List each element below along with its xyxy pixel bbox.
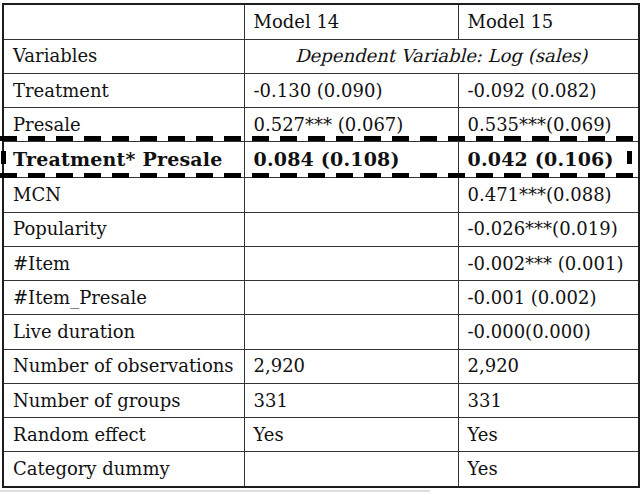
table-row-category-dummy: Category dummy Yes [3, 452, 639, 487]
model15-value: 331 [458, 383, 639, 417]
model15-value: 2,920 [458, 349, 639, 383]
model15-value: 0.471***(0.088) [458, 178, 639, 212]
header-model15: Model 15 [458, 4, 639, 39]
model14-value [244, 246, 458, 280]
model15-value: Yes [458, 452, 639, 487]
model14-value: Yes [244, 418, 458, 452]
row-label: Live duration [3, 315, 244, 349]
table-row-num-groups: Number of groups 331 331 [3, 383, 639, 417]
model14-value [244, 178, 458, 212]
model15-value: -0.001 (0.002) [458, 281, 639, 315]
model14-value [244, 315, 458, 349]
model15-value: -0.092 (0.082) [458, 73, 639, 107]
table-row-random-effect: Random effect Yes Yes [3, 418, 639, 452]
table-row-mcn: MCN 0.471***(0.088) [3, 178, 639, 212]
table-row-popularity: Popularity -0.026***(0.019) [3, 212, 639, 246]
table-row-live-duration: Live duration -0.000(0.000) [3, 315, 639, 349]
model14-value [244, 281, 458, 315]
model14-value: 2,920 [244, 349, 458, 383]
row-label: Treatment* Presale [3, 142, 244, 178]
variables-label: Variables [3, 39, 244, 73]
table-row-item-presale: #Item_Presale -0.001 (0.002) [3, 281, 639, 315]
table-row-treatment: Treatment -0.130 (0.090) -0.092 (0.082) [3, 73, 639, 107]
model15-value: -0.002*** (0.001) [458, 246, 639, 280]
row-label: #Item_Presale [3, 281, 244, 315]
table-row-item: #Item -0.002*** (0.001) [3, 246, 639, 280]
row-label: Presale [3, 108, 244, 142]
row-label: #Item [3, 246, 244, 280]
model14-value: -0.130 (0.090) [244, 73, 458, 107]
row-label: Random effect [3, 418, 244, 452]
model15-value: -0.000(0.000) [458, 315, 639, 349]
header-empty-cell [3, 4, 244, 39]
dependent-variable-row: Variables Dependent Variable: Log (sales… [3, 39, 639, 73]
model14-value [244, 452, 458, 487]
model14-value: 0.084 (0.108) [244, 142, 458, 178]
row-label: Category dummy [3, 452, 244, 487]
model15-value: Yes [458, 418, 639, 452]
dependent-variable-value: Dependent Variable: Log (sales) [244, 39, 639, 73]
header-model14: Model 14 [244, 4, 458, 39]
scan-shadow [0, 490, 430, 492]
model14-value [244, 212, 458, 246]
row-label: Treatment [3, 73, 244, 107]
model15-value: -0.026***(0.019) [458, 212, 639, 246]
row-label: Number of observations [3, 349, 244, 383]
model15-value: 0.535***(0.069) [458, 108, 639, 142]
row-label: MCN [3, 178, 244, 212]
regression-table-page: Model 14 Model 15 Variables Dependent Va… [0, 0, 640, 495]
regression-results-table: Model 14 Model 15 Variables Dependent Va… [2, 3, 640, 488]
model14-value: 331 [244, 383, 458, 417]
model15-value: 0.042 (0.106) [458, 142, 639, 178]
row-label: Popularity [3, 212, 244, 246]
table-row-num-observations: Number of observations 2,920 2,920 [3, 349, 639, 383]
table-row-treatment-presale-highlighted: Treatment* Presale 0.084 (0.108) 0.042 (… [3, 142, 639, 178]
table-row-presale: Presale 0.527*** (0.067) 0.535***(0.069) [3, 108, 639, 142]
model14-value: 0.527*** (0.067) [244, 108, 458, 142]
table-header-row: Model 14 Model 15 [3, 4, 639, 39]
row-label: Number of groups [3, 383, 244, 417]
